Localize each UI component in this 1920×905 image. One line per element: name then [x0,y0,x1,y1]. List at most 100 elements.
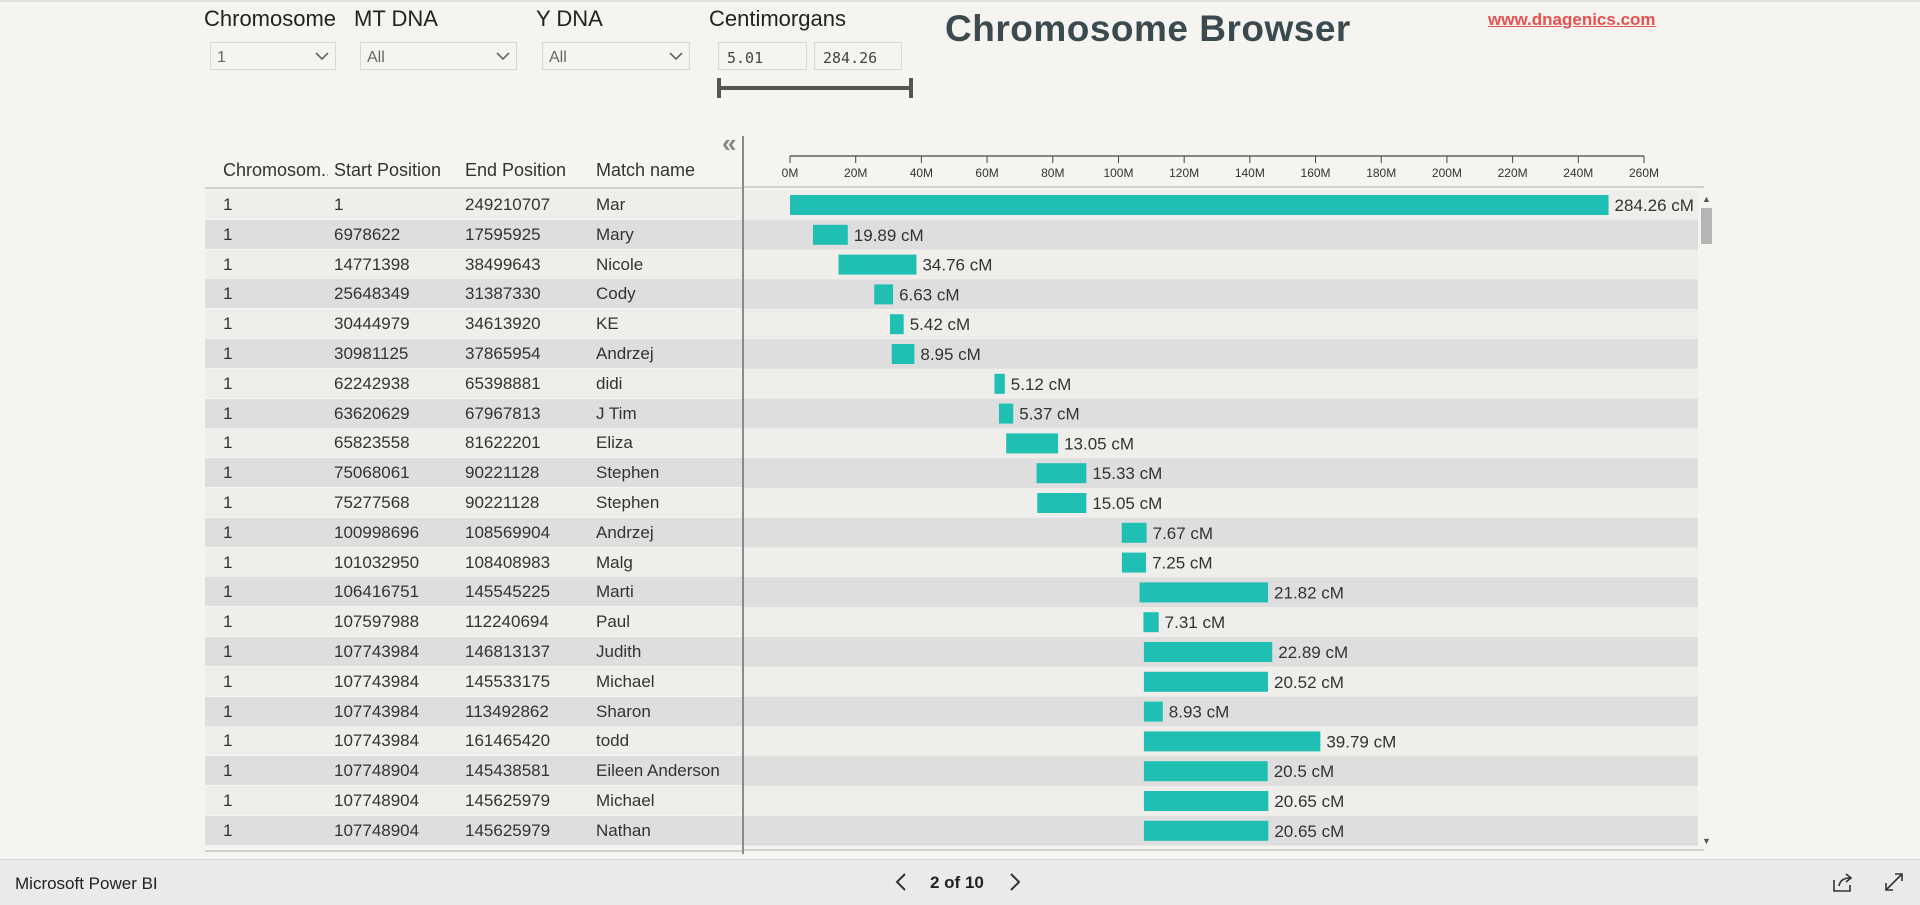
table-row[interactable]: 1 14771398 38499643 Nicole [205,249,742,279]
chart-row-stripe [744,219,1698,250]
table-row[interactable]: 1 30981125 37865954 Andrzej [205,339,742,368]
cell-chromosome: 1 [223,701,233,721]
cell-match-name: Marti [596,582,634,602]
cell-end-position: 17595925 [465,224,541,244]
cell-match-name: Paul [596,612,631,632]
centimorgans-min-input[interactable]: 5.01 [718,42,807,70]
cell-chromosome: 1 [223,791,233,810]
cell-chromosome: 1 [223,612,233,632]
cell-start-position: 75068061 [334,463,410,483]
table-row[interactable]: 1 107597988 112240694 Paul [205,607,742,637]
column-header-chromosome[interactable]: Chromosom... ▲ [223,160,328,181]
x-axis-tick-label: 40M [910,166,933,180]
y-dna-slicer-label: Y DNA [536,6,603,31]
cell-match-name: todd [596,731,630,751]
segment-bar [1143,671,1269,692]
cell-end-position: 37865954 [465,344,541,363]
segment-bar [874,284,894,305]
centimorgans-slider-track[interactable] [719,86,912,90]
cell-chromosome: 1 [223,314,233,334]
segment-bar [1143,642,1273,662]
table-row[interactable]: 1 1 249210707 Mar [205,190,742,219]
sort-arrow-icon: ▲ [596,178,604,181]
cell-chromosome: 1 [223,254,233,274]
segment-label: 20.65 cM [1274,792,1344,811]
table-row[interactable]: 1 107748904 145438581 Eileen Anderson [205,756,742,786]
table-row[interactable]: 1 107748904 145625979 Nathan [205,815,742,845]
cell-chromosome: 1 [223,552,233,572]
cell-end-position: 67967813 [465,403,541,423]
table-row[interactable]: 1 107743984 145533175 Michael [205,666,742,696]
mt-dna-slicer-label: MT DNA [354,6,438,31]
table-row[interactable]: 1 62242938 65398881 didi [205,368,742,398]
table-row[interactable]: 1 6978622 17595925 Mary [205,219,742,249]
table-row[interactable]: 1 63620629 67967813 J Tim [205,398,742,428]
column-header-match-name[interactable]: Match name ▲ [596,160,736,181]
chromosome-chart: 0M 20M 40M 60M 80M 100M 120M 140M 160M 180M 200M 22… [744,150,1716,853]
cell-end-position: 65398881 [465,373,541,393]
chevron-right-icon[interactable] [1000,867,1030,897]
scrollbar-thumb[interactable] [1701,208,1712,244]
chart-row-stripe [744,458,1698,488]
chart-row-stripe [744,339,1698,369]
table-row[interactable]: 1 107743984 146813137 Judith [205,637,742,666]
table-row[interactable]: 1 107748904 145625979 Michael [205,786,742,815]
matches-table: Chromosom... ▲ Start Position ▲ End Posi… [205,150,742,853]
column-header-start-position[interactable]: Start Position ▲ [334,160,459,181]
column-header-end-position[interactable]: End Position ▲ [465,160,587,181]
cell-end-position: 249210707 [465,195,551,214]
cell-start-position: 107743984 [334,671,420,691]
cell-match-name: Judith [596,642,642,661]
table-row[interactable]: 1 25648349 31387330 Cody [205,279,742,309]
column-header-match-name-label: Match name [596,160,696,180]
table-row[interactable]: 1 107743984 113492862 Sharon [205,696,742,726]
chromosome-chart-svg: 0M 20M 40M 60M 80M 100M 120M 140M 160M 180M 200M 22… [744,155,1704,851]
cell-start-position: 107743984 [334,642,420,661]
chromosome-dropdown-value: 1 [217,49,226,66]
table-row[interactable]: 1 107743984 161465420 todd [205,726,742,756]
mt-dna-dropdown-value: All [367,49,385,66]
dnagenics-link[interactable]: www.dnagenics.com [1488,10,1656,29]
cell-match-name: KE [596,314,619,334]
centimorgans-slider-max-handle[interactable] [909,78,913,98]
scroll-down-icon[interactable]: ▼ [1702,836,1711,846]
segment-label: 5.37 cM [1019,405,1079,424]
scroll-up-icon[interactable]: ▲ [1702,194,1711,204]
cell-start-position: 101032950 [334,552,420,572]
cell-start-position: 106416751 [334,582,420,602]
cell-start-position: 62242938 [334,373,410,393]
cell-chromosome: 1 [223,820,233,840]
segment-bar [1139,582,1269,603]
cell-end-position: 112240694 [465,612,549,632]
y-dna-dropdown[interactable]: All [542,42,690,70]
top-border [0,0,1920,2]
table-row[interactable]: 1 75068061 90221128 Stephen [205,458,742,488]
page-title: Chromosome Browser [945,8,1351,49]
double-chevron-left-icon[interactable]: « [722,128,737,158]
centimorgans-max-input[interactable]: 284.26 [814,42,902,70]
chevron-left-icon[interactable] [886,867,916,897]
cell-match-name: J Tim [596,403,637,423]
table-row[interactable]: 1 106416751 145545225 Marti [205,577,742,607]
chromosome-slicer-label: Chromosome [204,6,337,31]
fullscreen-icon[interactable] [1882,870,1906,894]
power-bi-brand[interactable]: Microsoft Power BI [15,874,158,893]
sort-arrow-icon: ▲ [223,178,231,181]
table-row[interactable]: 1 101032950 108408983 Malg [205,547,742,577]
share-icon[interactable] [1831,870,1855,894]
table-row[interactable]: 1 100998696 108569904 Andrzej [205,517,742,547]
cell-match-name: Nathan [596,820,651,840]
table-row[interactable]: 1 75277568 90221128 Stephen [205,488,742,517]
segment-bar [891,344,915,364]
cell-end-position: 145625979 [465,791,551,810]
chart-row-stripe [744,607,1698,637]
segment-label: 22.89 cM [1278,643,1348,662]
cell-end-position: 145438581 [465,761,551,781]
cell-chromosome: 1 [223,224,233,244]
table-row[interactable]: 1 30444979 34613920 KE [205,309,742,339]
cell-end-position: 146813137 [465,642,551,661]
centimorgans-slider-min-handle[interactable] [717,78,721,98]
table-row[interactable]: 1 65823558 81622201 Eliza [205,428,742,458]
mt-dna-dropdown[interactable]: All [360,42,517,70]
chromosome-dropdown[interactable]: 1 [210,42,336,70]
